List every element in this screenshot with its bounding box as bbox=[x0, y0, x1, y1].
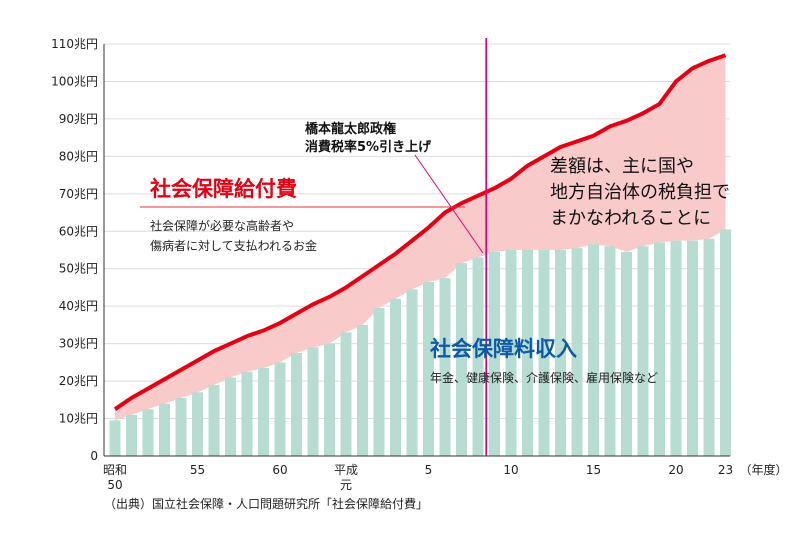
revenue-bar bbox=[208, 384, 220, 456]
revenue-bar bbox=[159, 403, 170, 456]
y-tick-label: 90兆円 bbox=[59, 112, 98, 126]
revenue-bar bbox=[588, 244, 599, 456]
revenue-bar bbox=[720, 229, 731, 456]
y-tick-label: 60兆円 bbox=[59, 224, 98, 238]
revenue-bar bbox=[472, 257, 484, 456]
axes bbox=[103, 44, 730, 457]
x-tick-label: 20 bbox=[668, 463, 683, 477]
benefits-desc-2: 傷病者に対して支払われるお金 bbox=[150, 238, 317, 253]
revenue-bar bbox=[142, 409, 154, 456]
y-tick-label: 110兆円 bbox=[51, 37, 98, 51]
revenue-bar bbox=[538, 250, 550, 456]
x-tick-label: 55 bbox=[190, 463, 205, 477]
revenue-bar bbox=[357, 324, 368, 456]
y-tick-label: 0 bbox=[90, 449, 98, 463]
y-tick-label: 70兆円 bbox=[59, 187, 98, 201]
benefits-title: 社会保障給付費 bbox=[149, 177, 297, 201]
y-tick-labels: 0 10兆円 20兆円 30兆円 40兆円 50兆円 60兆円 70兆円 80兆円 90兆円 100… bbox=[51, 37, 98, 463]
x-tick-label: 5 bbox=[425, 463, 433, 477]
revenue-bar bbox=[109, 420, 121, 456]
revenue-bar bbox=[522, 250, 533, 456]
revenue-bar bbox=[571, 248, 583, 456]
gap-text-3: まかなわれることに bbox=[550, 208, 711, 229]
revenue-bar bbox=[489, 251, 500, 456]
x-tick-label: 23 bbox=[718, 463, 733, 477]
y-tick-label: 50兆円 bbox=[59, 262, 98, 276]
revenue-title: 社会保障料収入 bbox=[429, 337, 577, 361]
x-tick-label: 昭和 bbox=[103, 463, 127, 477]
y-tick-label: 20兆円 bbox=[59, 374, 98, 388]
revenue-bar bbox=[258, 367, 269, 456]
gap-area bbox=[115, 55, 726, 421]
event-label-line2: 消費税率5%引き上げ bbox=[305, 139, 432, 155]
x-tick-label: 50 bbox=[107, 478, 122, 492]
revenue-bar bbox=[192, 392, 203, 456]
revenue-bar bbox=[406, 289, 418, 456]
revenue-desc: 年金、健康保険、介護保険、雇用保険など bbox=[430, 370, 658, 385]
gap-text-1: 差額は、主に国や bbox=[550, 156, 694, 177]
revenue-bar bbox=[703, 238, 715, 456]
revenue-bar bbox=[340, 332, 352, 456]
revenue-bar bbox=[225, 377, 236, 456]
revenue-bars bbox=[109, 229, 731, 456]
revenue-bar bbox=[604, 246, 616, 456]
revenue-bar bbox=[505, 250, 517, 456]
x-tick-label: 15 bbox=[586, 463, 601, 477]
revenue-bar bbox=[175, 397, 187, 456]
revenue-bar bbox=[390, 298, 401, 456]
y-tick-label: 40兆円 bbox=[59, 299, 98, 313]
revenue-bar bbox=[291, 353, 302, 456]
y-tick-label: 80兆円 bbox=[59, 149, 98, 163]
event-leader-line bbox=[414, 154, 484, 254]
benefits-line bbox=[113, 53, 727, 411]
revenue-bar bbox=[373, 308, 385, 456]
revenue-bar bbox=[307, 347, 319, 456]
x-tick-label: 元 bbox=[340, 478, 352, 492]
gap-text-2: 地方自治体の税負担で bbox=[550, 182, 730, 203]
revenue-bar bbox=[274, 362, 286, 456]
y-tick-label: 30兆円 bbox=[59, 337, 98, 351]
y-tick-label: 100兆円 bbox=[51, 74, 98, 88]
revenue-bar bbox=[621, 251, 632, 456]
source-note: （出典）国立社会保障・人口問題研究所「社会保障給付費」 bbox=[104, 496, 428, 511]
revenue-bar bbox=[654, 242, 665, 456]
y-tick-label: 10兆円 bbox=[59, 412, 98, 426]
revenue-bar bbox=[637, 246, 649, 456]
revenue-bar bbox=[456, 263, 467, 456]
revenue-bar bbox=[687, 240, 698, 456]
revenue-bar bbox=[126, 414, 137, 456]
x-tick-label: 10 bbox=[503, 463, 518, 477]
x-tick-label: 平成 bbox=[334, 463, 358, 477]
revenue-bar bbox=[324, 343, 335, 456]
revenue-bar bbox=[423, 281, 434, 456]
revenue-bar bbox=[670, 240, 682, 456]
revenue-bar bbox=[555, 250, 566, 456]
event-label-line1: 橋本龍太郎政権 bbox=[305, 121, 396, 137]
x-tick-label: 60 bbox=[272, 463, 287, 477]
x-axis-unit: （年度） bbox=[740, 462, 788, 477]
benefits-desc-1: 社会保障が必要な高齢者や bbox=[150, 218, 294, 233]
revenue-bar bbox=[439, 278, 451, 456]
revenue-bar bbox=[241, 371, 253, 456]
